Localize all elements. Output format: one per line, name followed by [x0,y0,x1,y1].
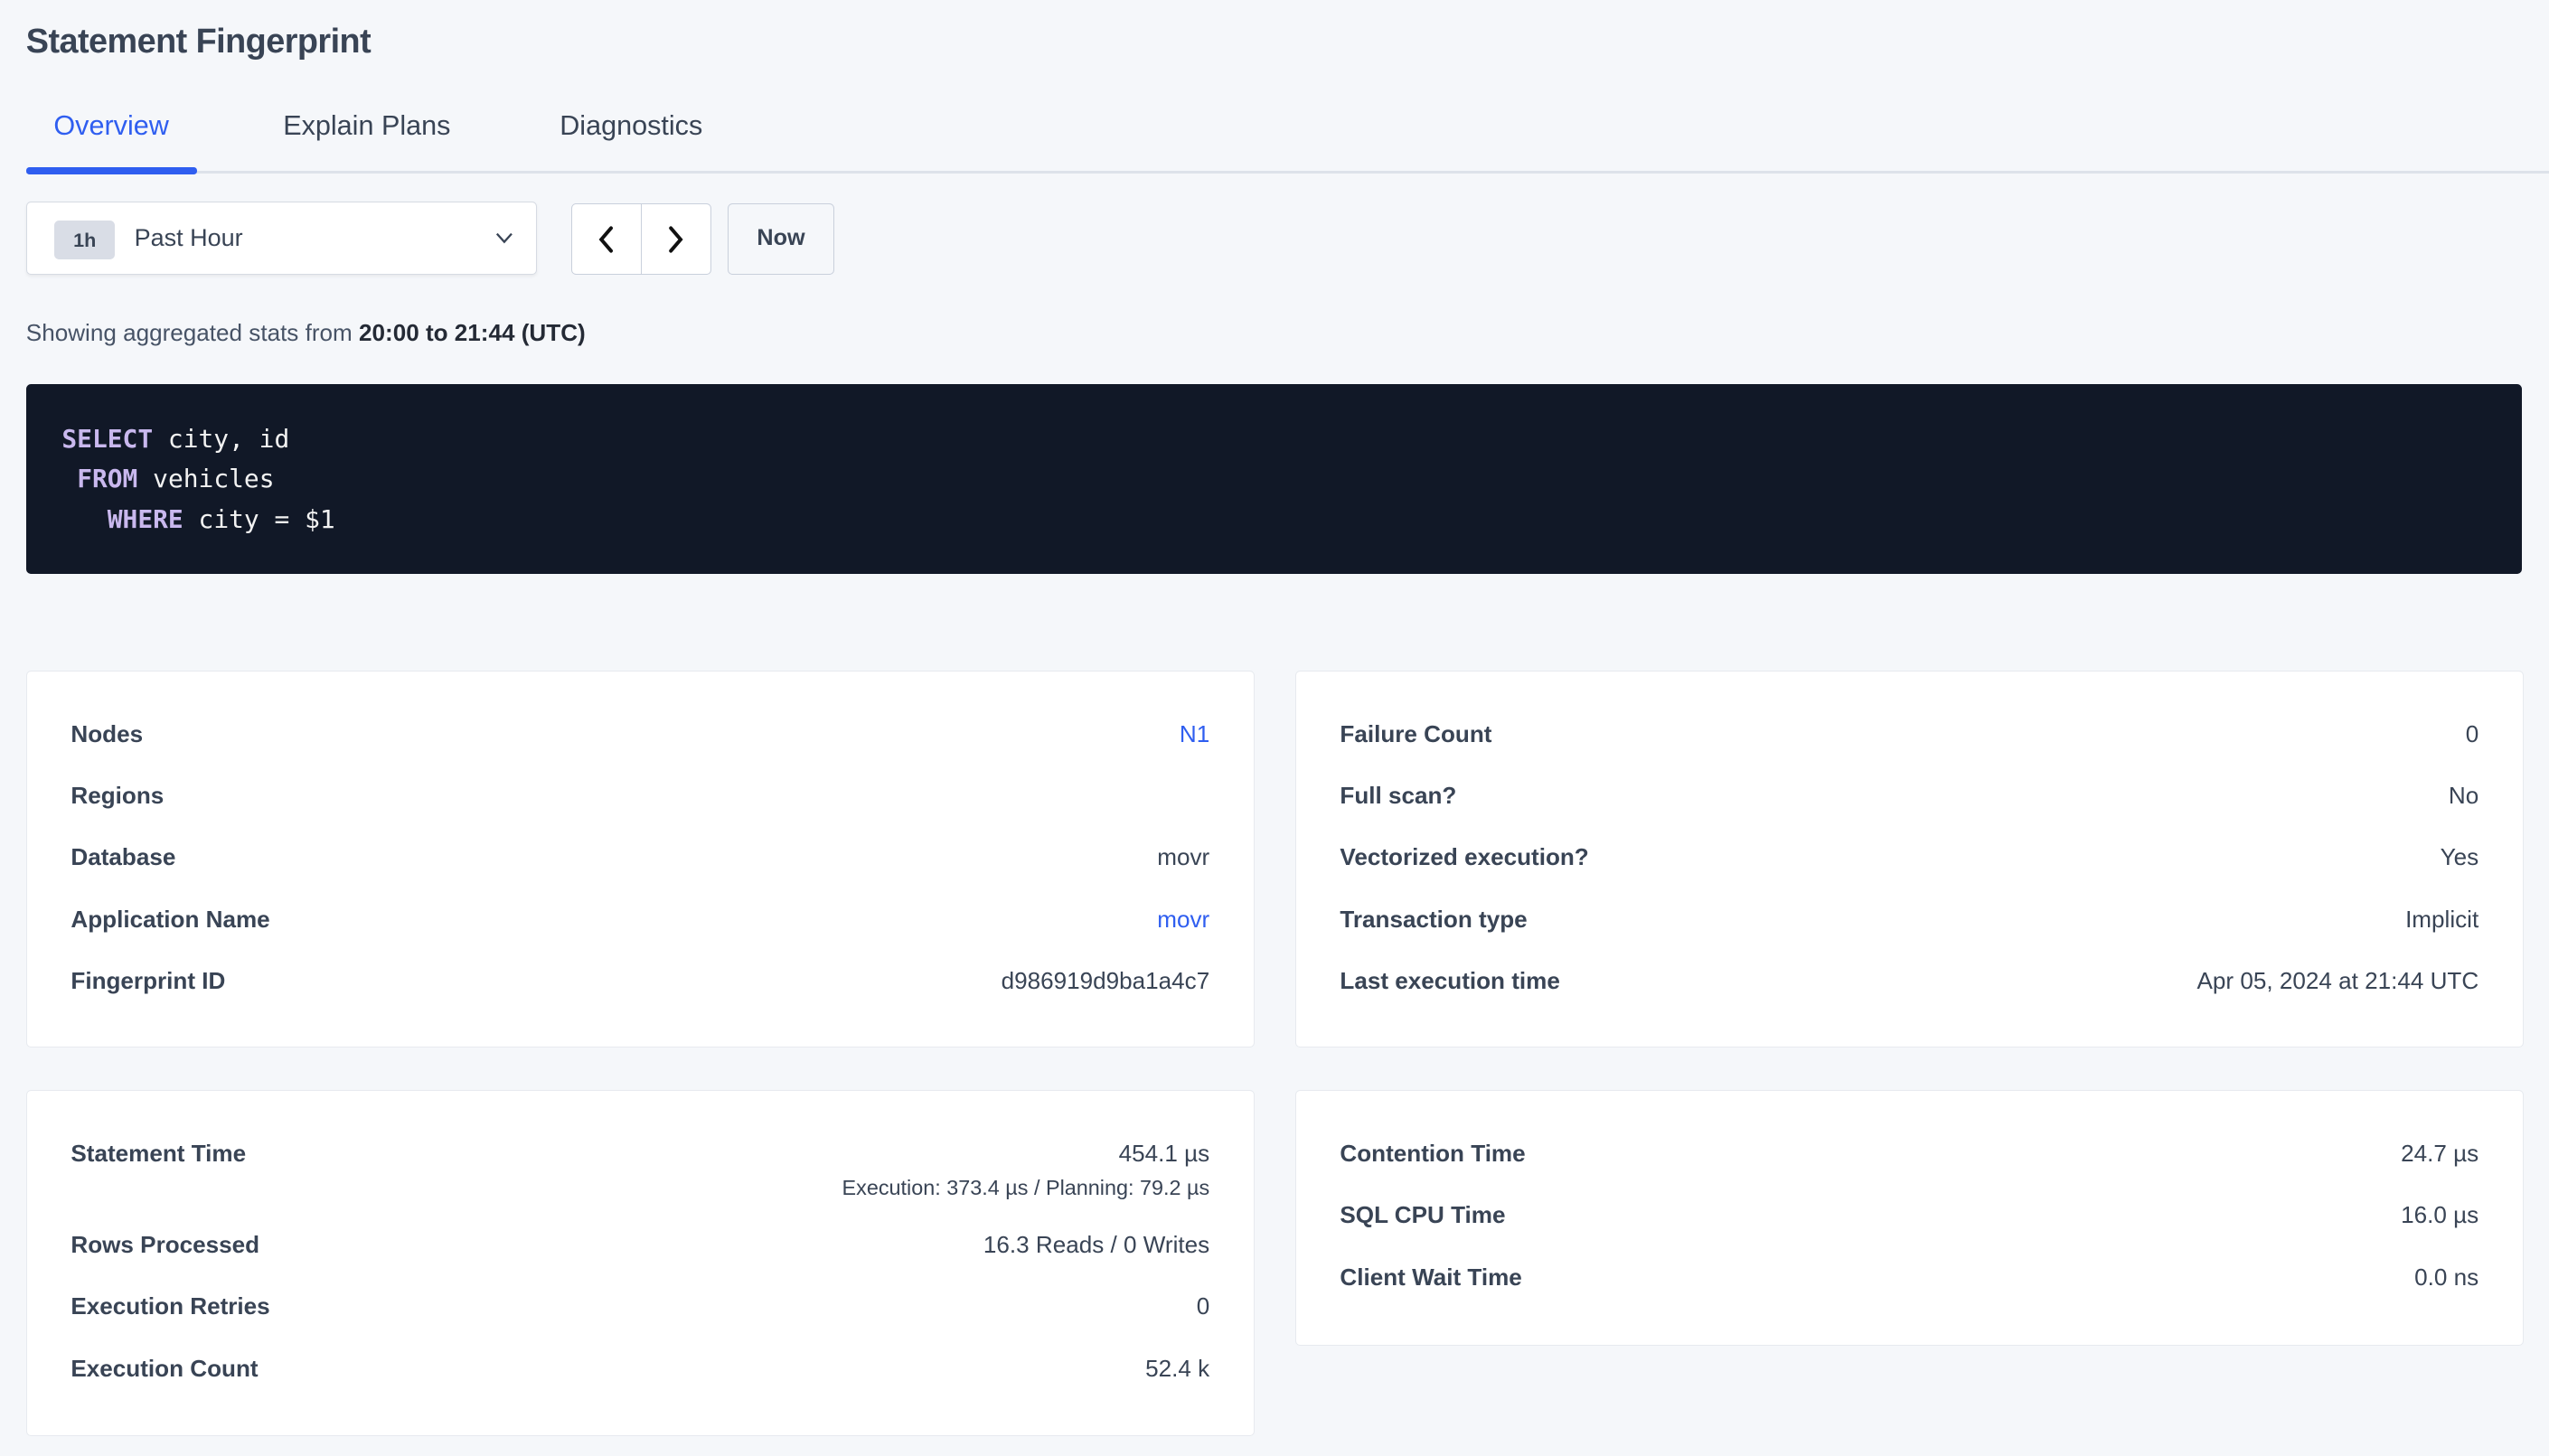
detail-label: Rows Processed [71,1230,260,1258]
detail-label: Vectorized execution? [1340,843,1589,871]
time-nav-group [570,203,711,276]
next-range-button[interactable] [640,204,710,275]
tab-overview[interactable]: Overview [53,110,169,142]
detail-label: Fingerprint ID [71,967,226,995]
sql-statement-block: SELECT city, id FROM vehicles WHERE city… [25,383,2522,575]
detail-value: Implicit [2405,905,2479,933]
detail-label: Transaction type [1340,905,1528,933]
sql-keyword: SELECT [61,424,154,455]
details-card-left: Nodes N1 Regions Database movr Application Na… [25,670,1255,1048]
sql-indent [61,504,107,534]
detail-label: Full scan? [1340,781,1457,809]
time-range-badge: 1h [54,220,115,260]
page-title: Statement Fingerprint [25,23,372,61]
detail-label: Client Wait Time [1340,1263,1522,1291]
detail-label: Failure Count [1340,719,1492,747]
sql-line: SELECT city, id [61,419,2486,459]
stats-card-right: Contention Time 24.7 µs SQL CPU Time 16.0 µ… [1294,1090,2524,1346]
active-tab-indicator [25,167,197,174]
detail-value: 24.7 µs [2401,1140,2479,1167]
detail-value: No [2448,781,2479,809]
tab-diagnostics[interactable]: Diagnostics [560,110,703,142]
chevron-left-icon [598,226,614,253]
chevron-down-icon [495,222,513,260]
detail-value: 0 [2465,719,2479,747]
detail-label: Last execution time [1340,967,1560,995]
tab-explain-plans[interactable]: Explain Plans [283,110,451,142]
detail-label: Statement Time [71,1140,247,1167]
tab-bar: Overview Explain Plans Diagnostics [25,108,2549,174]
detail-value: movr [1157,843,1210,871]
detail-label: SQL CPU Time [1340,1201,1506,1229]
sql-text: city = $1 [183,503,335,534]
stats-card-left: Statement Time 454.1 µs Execution: 373.4 µ… [25,1090,1255,1437]
time-range-select[interactable]: 1h Past Hour [25,202,537,276]
detail-label: Contention Time [1340,1140,1526,1167]
sql-line: FROM vehicles [61,459,2486,499]
detail-value-link[interactable]: movr [1157,905,1210,933]
chevron-right-icon [669,226,683,253]
sql-line: WHERE city = $1 [61,500,2486,540]
detail-value: 454.1 µs [1118,1140,1210,1167]
detail-value: 0.0 ns [2414,1263,2479,1291]
detail-label: Execution Retries [71,1292,270,1320]
sql-text: city, id [153,424,290,455]
showing-prefix: Showing aggregated stats from [25,318,359,346]
detail-value: 52.4 k [1145,1354,1210,1382]
detail-value: 16.3 Reads / 0 Writes [983,1230,1210,1258]
showing-range: 20:00 to 21:44 (UTC) [359,318,586,346]
detail-subvalue: Execution: 373.4 µs / Planning: 79.2 µs [842,1175,1210,1199]
detail-value: d986919d9ba1a4c7 [1001,967,1210,995]
time-range-label: Past Hour [134,223,243,251]
previous-range-button[interactable] [572,204,641,274]
sql-text: vehicles [137,464,275,494]
details-card-right: Failure Count 0 Full scan? No Vectorized exe… [1294,670,2524,1048]
detail-value: 0 [1196,1292,1210,1320]
sql-keyword: FROM [77,464,138,494]
detail-value-link[interactable]: N1 [1179,719,1210,747]
detail-label: Regions [71,781,165,809]
aggregation-range-text: Showing aggregated stats from 20:00 to 2… [26,319,586,347]
now-button[interactable]: Now [727,203,835,276]
detail-value: Apr 05, 2024 at 21:44 UTC [2196,967,2479,995]
detail-value: Yes [2440,843,2479,871]
sql-keyword: WHERE [107,503,183,534]
detail-label: Database [71,843,176,871]
detail-label: Application Name [71,905,270,933]
detail-label: Nodes [71,719,144,747]
sql-indent [61,464,77,493]
detail-label: Execution Count [71,1354,259,1382]
detail-value: 16.0 µs [2401,1201,2479,1229]
